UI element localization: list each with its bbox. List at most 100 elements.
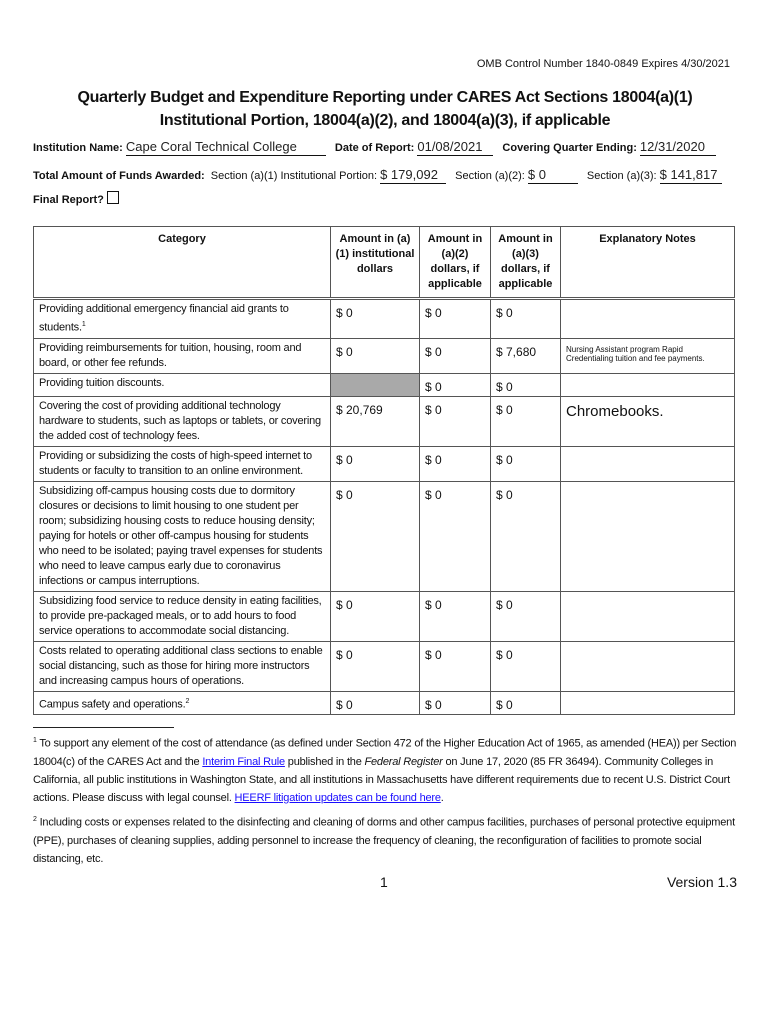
category-text: Subsidizing food service to reduce densi… [39,594,322,637]
amount-a1-cell[interactable]: $ 0 [330,640,420,692]
amount-a2-cell[interactable]: $ 0 [419,445,491,482]
category-text: Covering the cost of providing additiona… [39,399,321,442]
amount-a3-cell[interactable]: $ 0 [490,690,561,716]
category-text: Providing additional emergency financial… [39,303,289,334]
amount-a1-cell[interactable]: $ 0 [330,590,420,642]
notes-cell[interactable] [560,445,735,482]
fn1-text: To support any element of the cost of at… [33,737,737,768]
fn1-text: on June 17, 2020 (85 FR 36494). Communit… [33,755,730,804]
final-report-checkbox[interactable] [106,191,119,204]
a3-field[interactable]: $ 141,817 [659,167,722,184]
final-report-label: Final Report? [33,194,104,206]
notes-cell[interactable] [560,372,735,397]
table-header-row: Category Amount in (a)(1) institutional … [33,226,735,300]
amount-a3-cell[interactable]: $ 0 [490,395,561,447]
notes-cell[interactable] [560,480,735,592]
amount-a1-cell[interactable]: $ 0 [330,690,420,716]
amount-a3-cell[interactable]: $ 0 [490,480,561,592]
category-cell: Providing additional emergency financial… [33,298,331,339]
category-text: Campus safety and operations. [39,698,186,711]
amount-a2-cell[interactable]: $ 0 [419,298,491,339]
notes-cell[interactable]: Chromebooks. [560,395,735,447]
quarter-field[interactable]: 12/31/2020 [639,139,716,156]
category-text: Costs related to operating additional cl… [39,644,323,687]
page-title: Quarterly Budget and Expenditure Reporti… [77,89,693,129]
category-cell: Providing or subsidizing the costs of hi… [33,445,331,482]
a3-label: Section (a)(3): [586,170,657,182]
a2-field[interactable]: $ 0 [527,167,578,184]
heerf-litigation-link[interactable]: HEERF litigation updates can be found he… [234,791,441,804]
category-text: Providing reimbursements for tuition, ho… [39,341,302,369]
footnote-ref: 2 [185,697,190,705]
amount-a3-cell[interactable]: $ 0 [490,298,561,339]
category-cell: Costs related to operating additional cl… [33,640,331,692]
amount-a3-cell[interactable]: $ 0 [490,372,561,397]
category-text: Subsidizing off-campus housing costs due… [39,484,323,587]
notes-cell[interactable] [560,690,735,716]
a1-field[interactable]: $ 179,092 [380,167,447,184]
omb-control-number: OMB Control Number 1840-0849 Expires 4/3… [476,58,730,70]
quarter-label: Covering Quarter Ending: [502,142,637,154]
footnote-1: 1 To support any element of the cost of … [33,737,737,804]
header-a1: Amount in (a)(1) institutional dollars [330,226,420,300]
fn1-italic: Federal Register [364,755,443,768]
expenditure-table: Category Amount in (a)(1) institutional … [33,226,735,716]
footnote-divider [33,727,174,729]
amount-a2-cell[interactable]: $ 0 [419,372,491,397]
page-footer: 1 Version 1.3 [33,874,737,898]
table-row: Providing or subsidizing the costs of hi… [33,445,735,482]
table-row: Campus safety and operations.2 $ 0 $ 0 $ 0 [33,690,735,716]
institution-field[interactable]: Cape Coral Technical College [125,139,326,156]
header-notes: Explanatory Notes [560,226,735,300]
header-a2: Amount in (a)(2) dollars, if applicable [419,226,491,300]
category-cell: Providing reimbursements for tuition, ho… [33,337,331,374]
amount-a2-cell[interactable]: $ 0 [419,480,491,592]
table-row: Subsidizing food service to reduce densi… [33,590,735,642]
a1-label: Section (a)(1) Institutional Portion: [210,170,378,182]
table-row: Providing additional emergency financial… [33,298,735,339]
amount-a3-cell[interactable]: $ 7,680 [490,337,561,374]
footnote-2: 2 Including costs or expenses related to… [33,815,735,865]
date-label: Date of Report: [334,142,415,154]
amount-a1-cell[interactable]: $ 20,769 [330,395,420,447]
amount-a1-cell[interactable]: $ 0 [330,480,420,592]
amount-a1-cell[interactable]: $ 0 [330,445,420,482]
amount-a3-cell[interactable]: $ 0 [490,640,561,692]
version-label: Version 1.3 [666,873,737,890]
amount-a3-cell[interactable]: $ 0 [490,445,561,482]
category-text: Providing tuition discounts. [39,376,165,389]
table-row: Subsidizing off-campus housing costs due… [33,480,735,592]
amount-a2-cell[interactable]: $ 0 [419,590,491,642]
amount-a2-cell[interactable]: $ 0 [419,640,491,692]
fn1-text: published in the [284,755,365,768]
table-row: Providing reimbursements for tuition, ho… [33,337,735,374]
header-category: Category [33,226,331,300]
amount-a1-cell[interactable]: $ 0 [330,298,420,339]
amount-a2-cell[interactable]: $ 0 [419,337,491,374]
date-field[interactable]: 01/08/2021 [417,139,494,156]
amount-a1-cell[interactable] [330,372,420,397]
a2-label: Section (a)(2): [455,170,525,182]
category-cell: Campus safety and operations.2 [33,690,331,716]
category-cell: Subsidizing food service to reduce densi… [33,590,331,642]
notes-cell[interactable] [560,298,735,339]
category-cell: Covering the cost of providing additiona… [33,395,331,447]
header-a3: Amount in (a)(3) dollars, if applicable [490,226,561,300]
notes-cell[interactable]: Nursing Assistant program Rapid Credenti… [560,337,735,374]
notes-cell[interactable] [560,590,735,642]
footnote-ref: 1 [81,321,86,328]
table-row: Costs related to operating additional cl… [33,640,735,692]
fn2-text: Including costs or expenses related to t… [33,816,735,865]
notes-cell[interactable] [560,640,735,692]
institution-row: Institution Name: Cape Coral Technical Co… [33,136,737,160]
amount-a1-cell[interactable]: $ 0 [330,337,420,374]
amount-a3-cell[interactable]: $ 0 [490,590,561,642]
total-funds-label: Total Amount of Funds Awarded: [33,170,205,182]
institution-label: Institution Name: [33,142,123,154]
table-row: Covering the cost of providing additiona… [33,395,735,447]
interim-final-rule-link[interactable]: Interim Final Rule [202,755,285,768]
amount-a2-cell[interactable]: $ 0 [419,690,491,716]
amount-a2-cell[interactable]: $ 0 [419,395,491,447]
page-number: 1 [380,873,388,890]
